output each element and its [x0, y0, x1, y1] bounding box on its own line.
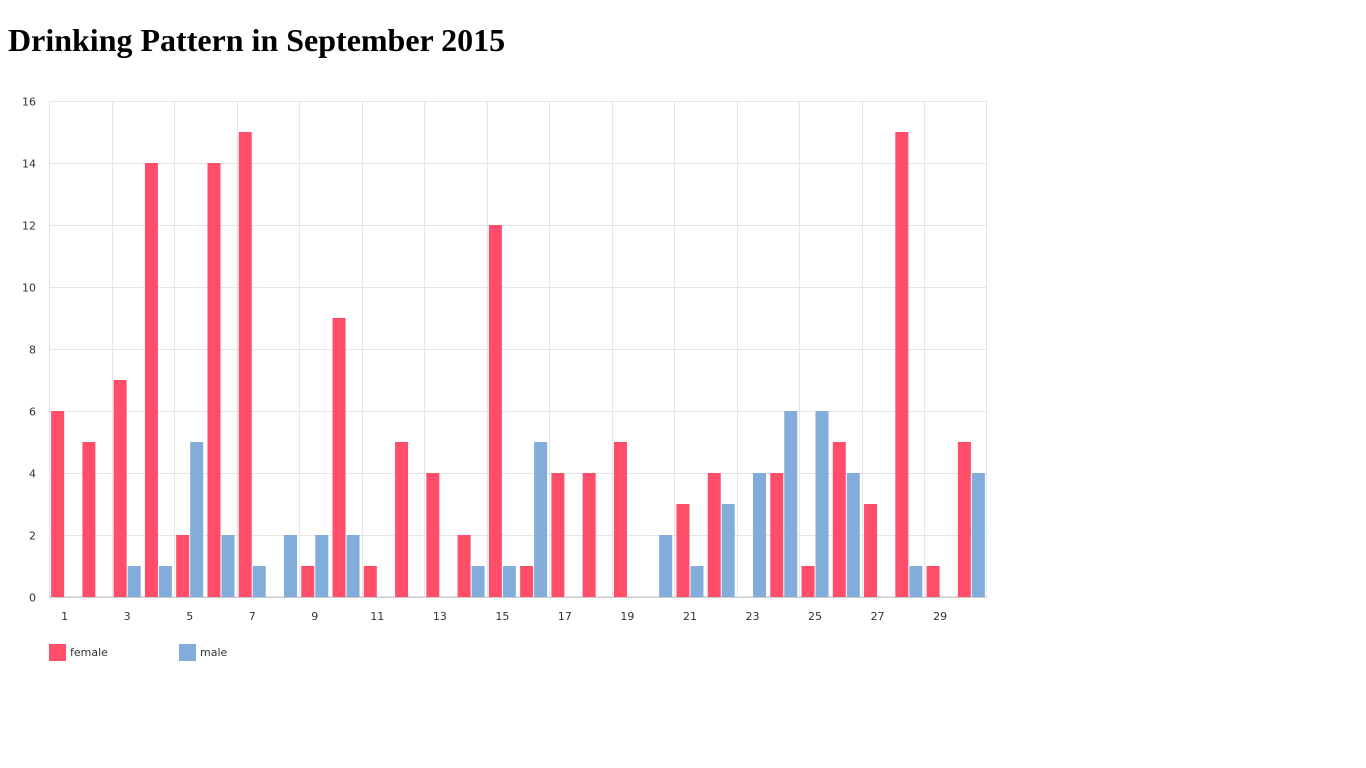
bar-female: [238, 132, 252, 597]
bar-female: [582, 473, 596, 597]
y-tick-label: 2: [29, 530, 36, 543]
x-tick-label: 11: [370, 610, 384, 623]
bar-male: [190, 442, 204, 597]
bar-male: [690, 566, 704, 597]
bar-female: [176, 535, 190, 597]
bar-male: [753, 473, 766, 597]
bar-female: [51, 411, 65, 597]
x-tick-label: 27: [871, 610, 885, 623]
bar-male: [971, 473, 985, 597]
legend-label: female: [70, 645, 108, 659]
x-tick-label: 7: [249, 610, 256, 623]
bar-female: [864, 504, 878, 597]
x-tick-label: 25: [808, 610, 822, 623]
bar-female: [113, 380, 127, 597]
x-tick-label: 3: [124, 610, 131, 623]
bar-male: [284, 535, 297, 597]
bars: [51, 132, 985, 597]
bar-female: [301, 566, 315, 597]
bar-female: [832, 442, 846, 597]
bar-female: [770, 473, 784, 597]
bar-female: [926, 566, 940, 597]
bar-male: [721, 504, 735, 597]
y-tick-label: 14: [22, 158, 36, 171]
bar-male: [315, 535, 329, 597]
bar-female: [82, 442, 96, 597]
legend-item-male[interactable]: male: [179, 643, 227, 661]
y-tick-label: 0: [29, 592, 36, 605]
bar-male: [784, 411, 798, 597]
legend-swatch-female: [49, 643, 66, 661]
bar-female: [363, 566, 377, 597]
legend-label: male: [200, 645, 228, 659]
x-tick-label: 1: [61, 610, 68, 623]
bar-female: [457, 535, 471, 597]
bar-male: [659, 535, 673, 597]
bar-female: [551, 473, 565, 597]
bar-female: [801, 566, 815, 597]
y-tick-label: 12: [22, 220, 36, 233]
bar-female: [676, 504, 690, 597]
x-tick-label: 5: [186, 610, 193, 623]
y-tick-label: 16: [22, 96, 36, 109]
y-tick-label: 8: [29, 344, 36, 357]
legend-item-female[interactable]: female: [49, 643, 108, 661]
y-tick-label: 10: [22, 282, 36, 295]
bar-male: [471, 566, 485, 597]
x-tick-label: 17: [558, 610, 572, 623]
bar-female: [332, 318, 346, 597]
y-tick-label: 4: [29, 468, 36, 481]
bar-female: [395, 442, 409, 597]
grid-lines: [49, 101, 987, 598]
bar-male: [221, 535, 235, 597]
x-tick-label: 21: [683, 610, 697, 623]
bar-male: [815, 411, 829, 597]
x-tick-label: 23: [746, 610, 760, 623]
bar-male: [502, 566, 516, 597]
bar-female: [426, 473, 440, 597]
bar-male: [534, 442, 548, 597]
x-tick-label: 15: [495, 610, 509, 623]
bar-female: [707, 473, 721, 597]
y-tick-label: 6: [29, 406, 36, 419]
x-tick-label: 19: [620, 610, 634, 623]
bar-male: [158, 566, 172, 597]
x-tick-label: 9: [311, 610, 318, 623]
bar-female: [520, 566, 534, 597]
bar-female: [613, 442, 627, 597]
bar-male: [127, 566, 141, 597]
bar-female: [488, 225, 502, 597]
bar-female: [144, 163, 158, 597]
bar-female: [207, 163, 221, 597]
bar-female: [895, 132, 909, 597]
legend-swatch-male: [179, 643, 196, 661]
bar-male: [846, 473, 860, 597]
x-tick-label: 13: [433, 610, 447, 623]
bar-male: [909, 566, 923, 597]
page-title: Drinking Pattern in September 2015: [8, 22, 506, 58]
bar-female: [957, 442, 971, 597]
bar-male: [252, 566, 266, 597]
x-tick-label: 29: [933, 610, 947, 623]
bar-male: [346, 535, 360, 597]
